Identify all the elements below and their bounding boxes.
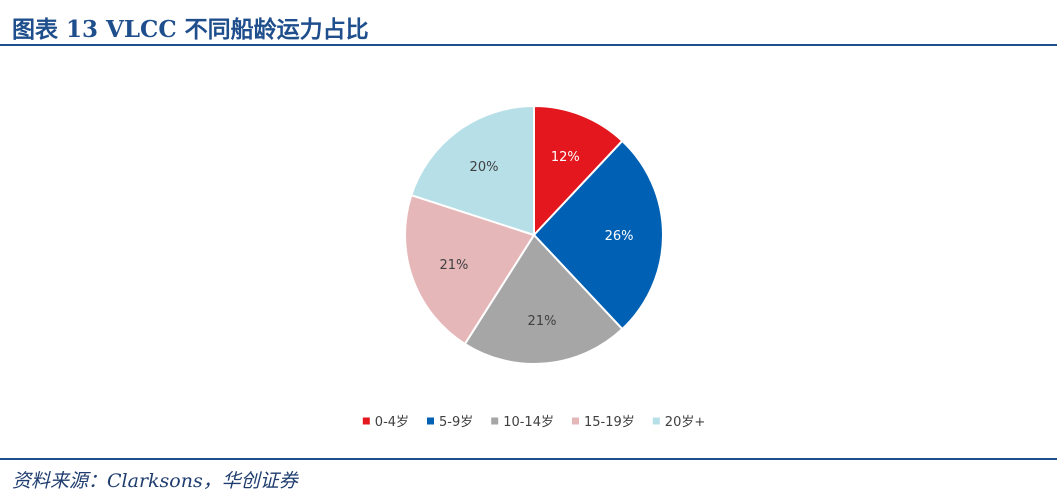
pie-slices <box>404 104 664 365</box>
legend-label-2: 5-9岁 <box>439 415 473 430</box>
pie-data-label-2: 26% <box>605 229 634 244</box>
pie-data-label-1: 12% <box>551 150 580 165</box>
chart-legend: 0-4岁 5-9岁 10-14岁 15-19岁 20岁+ <box>362 415 705 430</box>
chart-area: 12% 26% 21% 21% 20% 0-4岁 5-9岁 10-14岁 15-19岁 20岁+ <box>0 48 1062 453</box>
source-note: 资料来源：Clarksons，华创证券 <box>12 470 298 492</box>
pie-data-label-4: 21% <box>439 258 468 273</box>
pie-slice-4 <box>404 193 536 346</box>
legend-label-4: 15-19岁 <box>584 415 635 430</box>
legend-swatch-2 <box>427 417 434 425</box>
pie-chart: 12% 26% 21% 21% 20% 0-4岁 5-9岁 10-14岁 15-19岁 20岁+ <box>362 104 705 430</box>
legend-label-1: 0-4岁 <box>375 415 409 430</box>
legend-swatch-3 <box>491 417 499 425</box>
pie-data-label-5: 20% <box>470 160 499 175</box>
legend-swatch-1 <box>362 417 370 425</box>
legend-label-5: 20岁+ <box>665 415 705 430</box>
pie-data-labels: 12% 26% 21% 21% 20% <box>439 150 633 329</box>
title-bar: 图表 13 VLCC 不同船龄运力占比 <box>12 6 1052 46</box>
legend-swatch-5 <box>652 417 660 425</box>
pie-data-label-3: 21% <box>528 314 557 329</box>
pie-slice-5 <box>410 104 535 237</box>
legend-swatch-4 <box>572 417 579 425</box>
legend-label-3: 10-14岁 <box>503 415 554 430</box>
page-title: 图表 13 VLCC 不同船龄运力占比 <box>12 16 369 43</box>
header-divider <box>0 44 1057 46</box>
footer-divider <box>0 458 1057 460</box>
pie-slice-2 <box>532 139 664 331</box>
pie-slice-1 <box>533 104 624 238</box>
pie-slice-3 <box>463 233 624 365</box>
